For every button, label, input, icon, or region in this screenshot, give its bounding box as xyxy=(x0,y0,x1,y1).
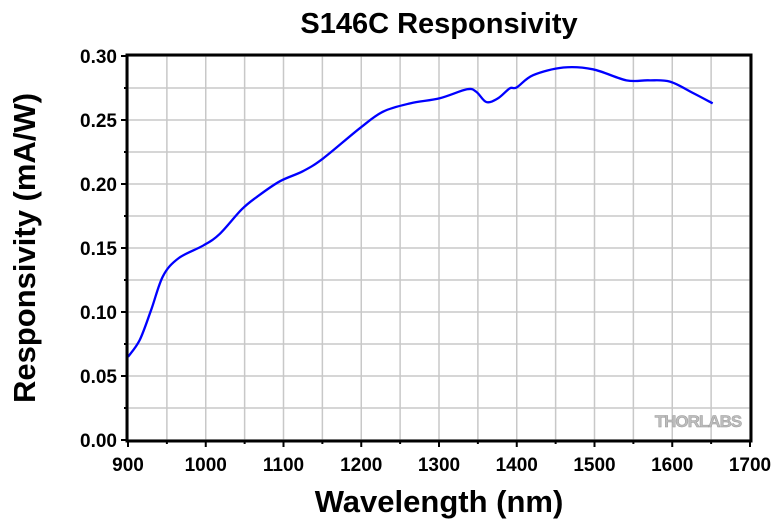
y-tick-label: 0.25 xyxy=(80,111,117,132)
series-line xyxy=(127,65,714,358)
x-tick-label: 1100 xyxy=(263,455,304,476)
thorlabs-watermark: THORLABS xyxy=(655,412,742,431)
y-tick-label: 0.30 xyxy=(80,47,117,68)
x-axis-label: Wavelength (nm) xyxy=(315,484,564,519)
x-tick-labels: 900 1000 1100 1200 1300 1400 1500 1600 1700 xyxy=(112,455,771,476)
y-tick-label: 0.20 xyxy=(80,175,117,196)
y-tick-label: 0.15 xyxy=(80,239,117,260)
y-tick-label: 0.00 xyxy=(80,431,117,452)
y-tick-labels: 0.00 0.05 0.10 0.15 0.20 0.25 0.30 xyxy=(80,47,117,452)
x-tick-label: 1200 xyxy=(340,455,382,476)
watermark-logo: THORLABS xyxy=(655,412,744,432)
x-tick-label: 1400 xyxy=(496,455,538,476)
axis-ticks xyxy=(121,55,751,447)
x-tick-label: 900 xyxy=(112,455,144,476)
chart-title: S146C Responsivity xyxy=(300,8,577,40)
y-tick-label: 0.10 xyxy=(80,303,117,324)
x-tick-label: 1600 xyxy=(651,455,693,476)
y-axis-label: Responsivity (mA/W) xyxy=(7,93,42,403)
grid xyxy=(127,55,751,441)
x-tick-label: 1700 xyxy=(729,455,771,476)
x-tick-label: 1300 xyxy=(418,455,460,476)
x-tick-label: 1500 xyxy=(573,455,615,476)
x-tick-label: 1000 xyxy=(185,455,227,476)
y-tick-label: 0.05 xyxy=(80,367,117,388)
